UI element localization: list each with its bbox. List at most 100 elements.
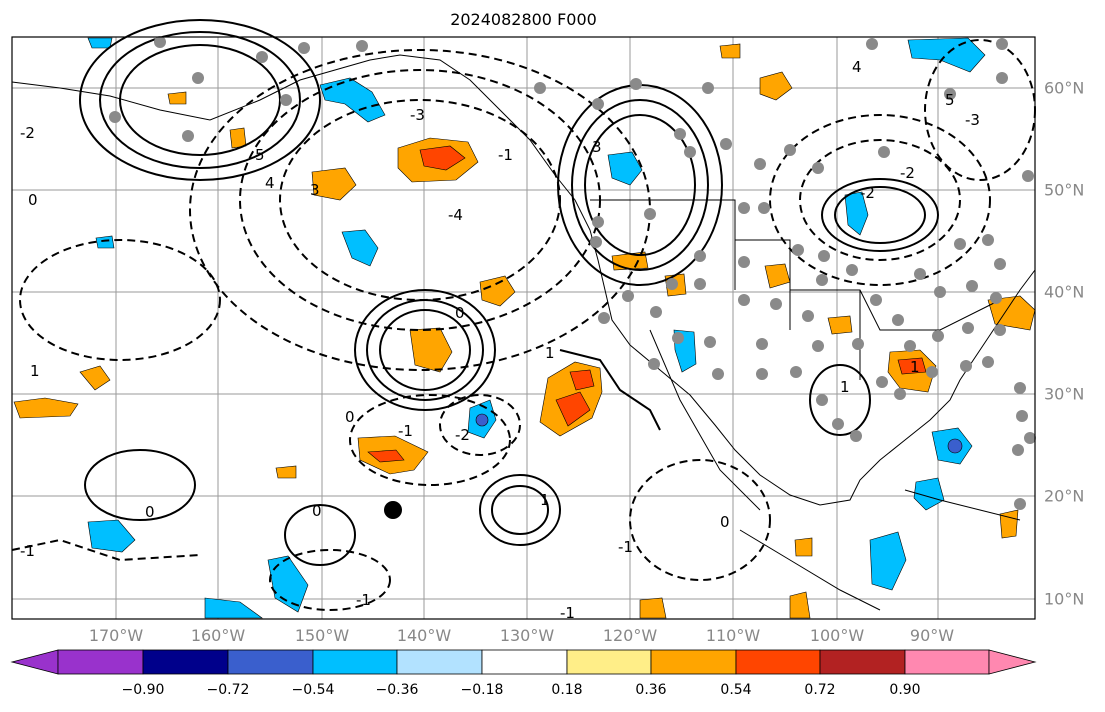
pos-patch-14 [639,597,667,619]
contour-label: -1 [398,422,413,440]
pos-patch-18 [999,509,1019,539]
contour-label: 0 [720,513,730,531]
negative-anomaly-patches [87,37,986,619]
neg-patch-3 [607,151,643,186]
contour-label: 1 [545,344,555,362]
pos-patch-10 [987,295,1036,331]
contour-label-group: 5 4 3 -4 -3 -2 1 0 -1 -2 0 1 -1 0 -1 1 -… [20,58,980,622]
contour-high-4 [84,449,196,521]
lon-label: 110°W [705,626,761,645]
neg-patch-1 [319,77,386,123]
pos-patch-17 [167,91,187,105]
contour-label: -2 [455,426,470,444]
pos-core-4 [367,449,405,463]
storm-center-marker [384,501,402,519]
pos-patch-11 [759,71,793,101]
contour-label: 3 [310,181,320,199]
contour-low-3 [834,186,926,244]
pos-patch-16 [229,127,247,149]
contour-label: 0 [345,408,355,426]
lat-label: 30°N [1044,384,1085,404]
contour-neg-2 [799,139,961,261]
station-dots [109,36,1036,510]
neg-patch-11 [87,519,136,553]
lon-label: 120°W [602,626,658,645]
contour-label: 3 [592,138,602,156]
colorbar-tick: −0.36 [375,682,419,698]
pos-core-2 [555,391,591,427]
contour-label: 4 [265,174,275,192]
contour-label: -1 [20,542,35,560]
neg-patch-7 [907,37,986,73]
contour-label: 5 [945,91,955,109]
contour-label: 0 [28,191,38,209]
pos-patch-23 [794,537,813,557]
contour-label: -1 [498,146,513,164]
colorbar-tick: 0.36 [635,682,667,698]
pos-patch-9 [79,365,111,391]
lon-label: 150°W [294,626,350,645]
contour-label: 0 [312,502,322,520]
contour-label: -1 [560,604,575,622]
contour-high-3 [284,504,356,566]
pos-patch-15 [789,591,811,619]
contour-label: 0 [455,304,465,322]
cuba [904,489,1021,521]
contour-label: 5 [255,146,265,164]
pos-patch-21 [275,465,297,479]
lat-label: 10°N [1044,589,1085,609]
na-coast [11,54,1036,506]
central-america [739,529,881,611]
pos-patch-19 [827,315,853,335]
neg-patch-9 [204,597,263,619]
contour-label: -2 [20,124,35,142]
lon-label: 90°W [909,626,955,645]
colorbar-tick: 0.18 [551,682,583,698]
pos-patch-7 [311,167,357,201]
colorbar-tick: −0.18 [460,682,504,698]
neg-core-1 [947,438,963,454]
contour-label: -3 [965,111,980,129]
lon-label: 170°W [88,626,144,645]
contour-neg-6 [629,459,771,581]
lat-label: 40°N [1044,282,1085,302]
dashed-contours [11,39,1036,611]
pos-patch-4 [409,327,453,373]
pos-patch-5 [479,275,516,307]
baja-california [649,329,761,511]
neg-patch-2 [341,229,379,267]
contour-label: 1 [840,378,850,396]
coastlines [11,54,1036,611]
neg-patch-13 [913,477,945,511]
lon-label: 100°W [809,626,865,645]
colorbar-tick: −0.72 [206,682,250,698]
contour-label: -4 [448,206,463,224]
neg-core-2 [475,413,489,427]
colorbar-tick: 0.90 [889,682,921,698]
lat-label: 60°N [1044,78,1085,98]
pos-patch-22 [719,43,741,59]
neg-patch-8 [869,531,907,591]
colorbar-tick: 0.72 [804,682,836,698]
pos-patch-13 [611,251,649,271]
pos-patch-8 [13,397,79,419]
contour-label: -1 [356,591,371,609]
pos-core-3 [569,369,595,391]
contour-high-1 [379,309,471,391]
contour-neg-1 [279,99,561,301]
colorbar-low-extend [10,649,59,675]
neg-patch-4 [844,191,869,236]
colorbar-high-extend [988,649,1037,675]
colorbar [10,649,1037,675]
contour-label: -2 [860,184,875,202]
contour-label: 0 [145,503,155,521]
contour-label: 4 [852,58,862,76]
contour-neg-4 [19,239,221,361]
contour-zero-1 [559,349,661,431]
lat-label: 50°N [1044,180,1085,200]
colorbar-tick: 0.54 [720,682,752,698]
colorbar-tick: −0.54 [291,682,335,698]
contour-label: -1 [618,538,633,556]
contour-label: -2 [900,164,915,182]
